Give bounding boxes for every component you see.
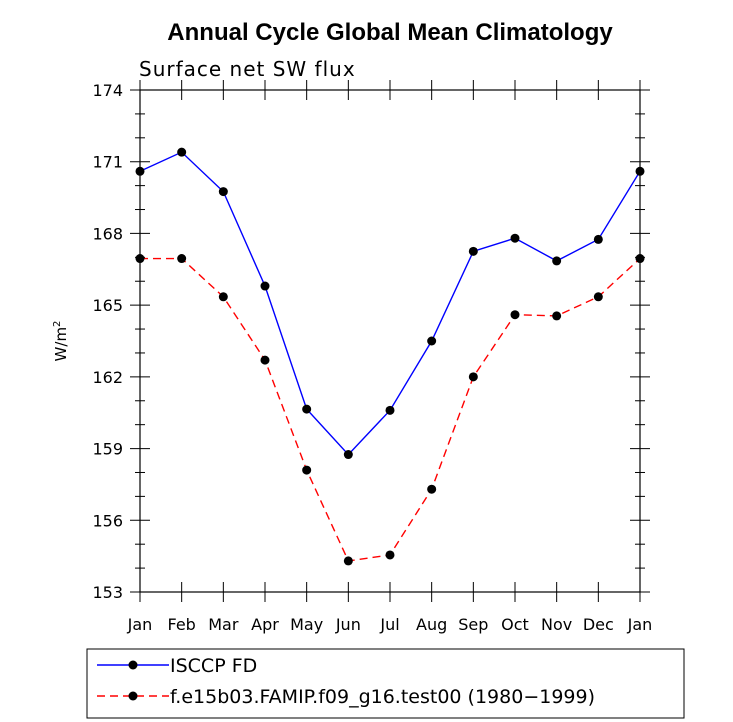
- data-point: [135, 166, 145, 176]
- y-tick-label: 159: [92, 440, 123, 459]
- legend-marker: [128, 691, 138, 701]
- y-tick-label: 153: [92, 583, 123, 602]
- legend-box: [86, 648, 685, 719]
- data-point: [635, 166, 645, 176]
- data-point: [427, 336, 437, 346]
- x-tick-labels: Jan Feb Mar Apr May Jun Jul Aug Sep Oct Nov Dec Jan: [127, 615, 653, 634]
- legend-label-1: ISCCP FD: [170, 655, 257, 677]
- axis-ticks: [130, 80, 650, 602]
- data-series: [135, 147, 645, 566]
- data-point: [302, 465, 312, 475]
- data-point: [218, 187, 228, 197]
- legend: ISCCP FD f.e15b03.FAMIP.f09_g16.test00 (1…: [97, 655, 595, 708]
- data-point: [552, 256, 562, 266]
- y-tick-label: 156: [92, 511, 123, 530]
- data-point: [593, 292, 603, 302]
- y-tick-label: 168: [92, 224, 123, 243]
- y-tick-label: 165: [92, 296, 123, 315]
- x-tick-label: Mar: [208, 615, 239, 634]
- legend-label-2: f.e15b03.FAMIP.f09_g16.test00 (1980−1999…: [170, 686, 595, 708]
- data-point: [468, 246, 478, 256]
- x-tick-label: Apr: [251, 615, 279, 634]
- x-tick-label: May: [290, 615, 323, 634]
- data-point: [385, 550, 395, 560]
- x-tick-label: Oct: [501, 615, 529, 634]
- chart-subtitle: Surface net SW flux: [139, 57, 356, 81]
- data-point: [593, 234, 603, 244]
- plot-frame: [139, 89, 641, 593]
- x-tick-label: Aug: [416, 615, 447, 634]
- data-point: [635, 254, 645, 264]
- data-point: [510, 233, 520, 243]
- legend-marker: [128, 660, 138, 670]
- y-axis-label: W/m2: [52, 321, 70, 362]
- data-point: [427, 484, 437, 494]
- data-point: [552, 311, 562, 321]
- x-tick-label: Jun: [335, 615, 361, 634]
- data-point: [177, 147, 187, 157]
- data-point: [510, 310, 520, 320]
- x-tick-label: Feb: [168, 615, 196, 634]
- x-tick-label: Dec: [583, 615, 614, 634]
- data-point: [135, 254, 145, 264]
- x-tick-label: Nov: [541, 615, 572, 634]
- chart-title: Annual Cycle Global Mean Climatology: [167, 19, 613, 46]
- data-point: [260, 355, 270, 365]
- data-point: [218, 292, 228, 302]
- x-tick-label: Sep: [458, 615, 488, 634]
- data-point: [177, 254, 187, 264]
- y-tick-label: 171: [92, 153, 123, 172]
- x-tick-label: Jan: [127, 615, 153, 634]
- y-tick-label: 162: [92, 368, 123, 387]
- x-tick-label: Jul: [379, 615, 399, 634]
- y-tick-labels: 153 156 159 162 165 168 171 174: [92, 81, 123, 602]
- x-tick-label: Jan: [627, 615, 653, 634]
- data-point: [302, 404, 312, 414]
- data-point: [468, 372, 478, 382]
- y-tick-label: 174: [92, 81, 123, 100]
- data-point: [343, 556, 353, 566]
- data-point: [385, 405, 395, 415]
- data-point: [260, 281, 270, 291]
- data-point: [343, 450, 353, 460]
